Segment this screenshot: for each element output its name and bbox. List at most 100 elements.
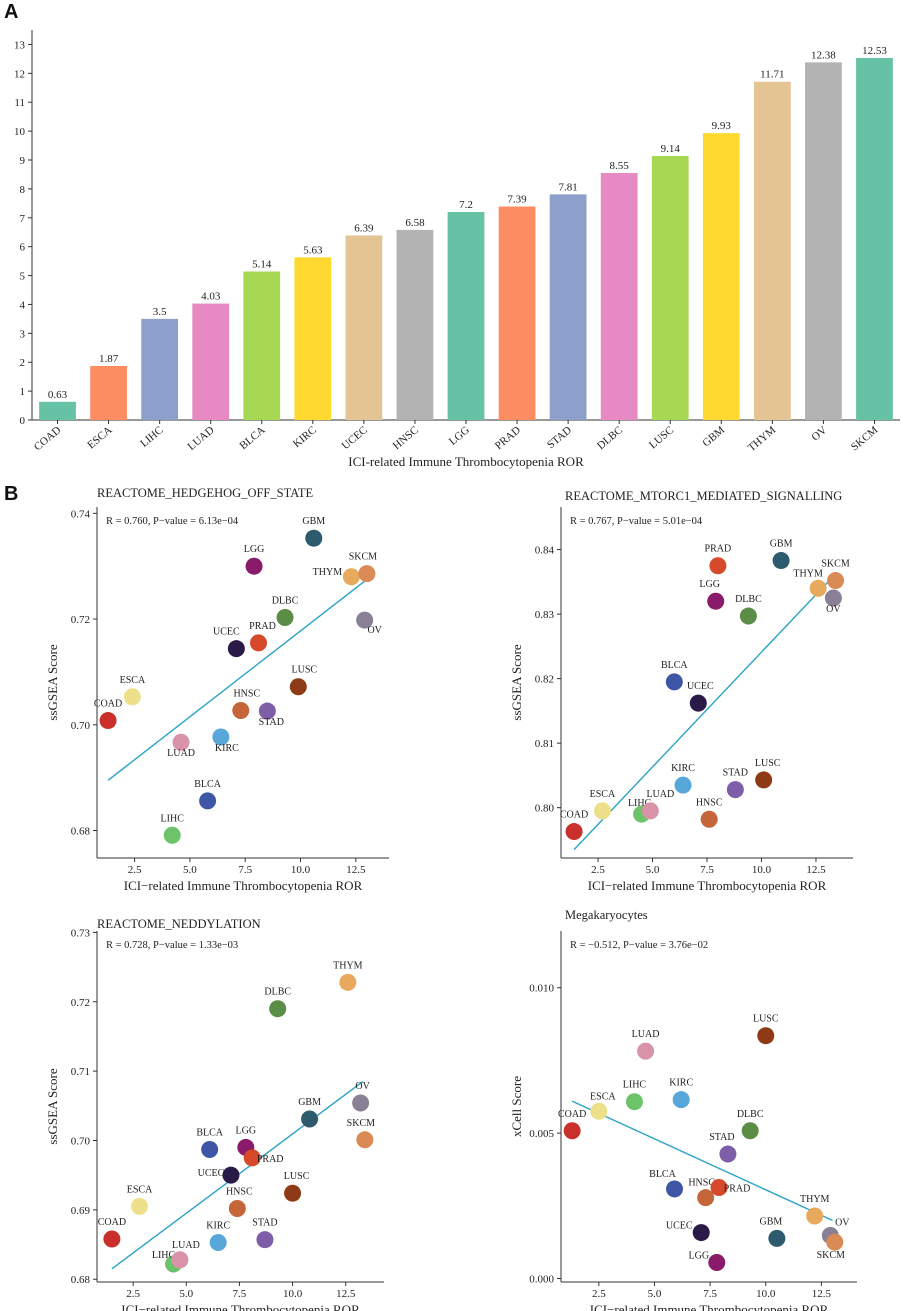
bar-y-tick-label: 2: [20, 357, 26, 369]
point-hnsc: [228, 1199, 246, 1217]
point-label-ov: OV: [835, 1217, 850, 1228]
point-thym: [806, 1207, 824, 1225]
scatter-y-axis-title: ssGSEA Score: [45, 1068, 60, 1144]
bar-y-tick-label: 6: [20, 242, 26, 254]
bar-x-tick-label: LGG: [447, 424, 472, 448]
scatter-fit-line: [571, 1100, 833, 1221]
bar-coad: [39, 401, 76, 420]
point-kirc: [209, 1233, 227, 1251]
bar-value-label: 12.53: [862, 45, 887, 57]
point-thym: [809, 579, 827, 597]
bar-x-tick-label: PRAD: [493, 424, 523, 452]
point-skcm: [826, 1233, 844, 1251]
point-label-esca: ESCA: [127, 1184, 153, 1195]
panel-label-a: A: [4, 1, 18, 23]
scatter-stat-label: R = 0.767, P−value = 5.01e−04: [570, 516, 703, 527]
point-label-gbm: GBM: [302, 516, 325, 527]
bar-y-tick-label: 11: [14, 97, 25, 109]
bar-x-tick-label: LUAD: [186, 424, 217, 453]
scatter-y-tick-label: 0.71: [71, 1066, 90, 1078]
scatter-y-tick-label: 0.68: [71, 1274, 91, 1286]
bar-prad: [498, 206, 536, 420]
bar-y-tick-label: 7: [20, 213, 26, 225]
point-label-prad: PRAD: [249, 621, 276, 632]
point-label-lgg: LGG: [236, 1125, 257, 1136]
scatter-y-tick-label: 0.000: [529, 1274, 554, 1286]
point-gbm: [305, 529, 323, 547]
point-kirc: [674, 776, 692, 794]
point-label-dlbc: DLBC: [264, 987, 291, 998]
point-kirc: [212, 728, 230, 746]
scatter-x-axis-title: ICI−related Immune Thrombocytopenia ROR: [590, 1302, 829, 1311]
bar-skcm: [856, 58, 893, 421]
point-skcm: [358, 565, 376, 583]
scatter-x-tick-label: 10.0: [752, 864, 772, 876]
point-label-prad: PRAD: [257, 1154, 284, 1165]
point-skcm: [356, 1131, 374, 1149]
bar-stad: [549, 194, 587, 420]
bar-blca: [243, 271, 281, 420]
scatter-fit-line: [573, 578, 832, 851]
scatter-y-tick-label: 0.72: [71, 997, 90, 1009]
point-label-blca: BLCA: [196, 1128, 223, 1139]
bar-value-label: 9.93: [712, 120, 732, 132]
point-label-coad: COAD: [560, 810, 588, 821]
point-prad: [249, 634, 267, 652]
bar-y-tick-label: 5: [20, 271, 26, 283]
point-luad: [172, 733, 190, 751]
point-label-skcm: SKCM: [821, 559, 849, 570]
bar-value-label: 5.63: [303, 244, 323, 256]
point-coad: [563, 1122, 581, 1140]
scatter-x-tick-label: 5.0: [648, 1288, 662, 1300]
bar-luad: [192, 303, 230, 420]
point-label-lgg: LGG: [244, 544, 265, 555]
scatter-x-tick-label: 7.5: [238, 864, 252, 876]
scatter-y-tick-label: 0.82: [535, 674, 554, 686]
point-luad: [641, 802, 659, 820]
scatter-y-tick-label: 0.73: [71, 927, 91, 939]
bar-x-axis-title: ICI-related Immune Thrombocytopenia ROR: [348, 454, 584, 469]
point-ucec: [689, 694, 707, 712]
point-label-ucec: UCEC: [198, 1168, 225, 1179]
scatter-y-tick-label: 0.80: [535, 803, 555, 815]
scatter-x-axis-title: ICI−related Immune Thrombocytopenia ROR: [121, 1302, 360, 1311]
bar-x-tick-label: THYM: [746, 424, 779, 454]
scatter-title: Megakaryocytes: [565, 908, 648, 922]
point-label-ov: OV: [826, 604, 841, 615]
point-blca: [199, 792, 217, 810]
scatter-x-tick-label: 12.5: [336, 1288, 356, 1300]
point-label-stad: STAD: [709, 1132, 734, 1143]
point-label-lihc: LIHC: [628, 798, 652, 809]
scatter-y-axis-title: ssGSEA Score: [509, 644, 524, 720]
scatter-x-tick-label: 10.0: [756, 1288, 776, 1300]
point-stad: [726, 781, 744, 799]
point-lihc: [163, 826, 181, 844]
bar-lgg: [447, 212, 485, 420]
scatter-x-tick-label: 5.0: [183, 864, 197, 876]
point-label-skcm: SKCM: [817, 1250, 845, 1261]
point-gbm: [768, 1229, 786, 1247]
point-lgg: [245, 557, 263, 575]
scatter-x-tick-label: 7.5: [703, 1288, 717, 1300]
point-esca: [123, 688, 141, 706]
bar-x-tick-label: DLBC: [595, 424, 625, 452]
bar-thym: [753, 81, 791, 420]
scatter-y-tick-label: 0.68: [71, 826, 91, 838]
point-label-blca: BLCA: [194, 779, 221, 790]
point-blca: [201, 1141, 219, 1159]
bar-x-tick-label: COAD: [32, 424, 64, 453]
scatter-x-tick-label: 12.5: [806, 864, 826, 876]
point-label-stad: STAD: [259, 717, 284, 728]
point-coad: [565, 823, 583, 841]
point-label-ucec: UCEC: [666, 1221, 693, 1232]
bar-y-tick-label: 3: [20, 328, 26, 340]
bar-value-label: 12.38: [811, 49, 836, 61]
point-label-kirc: KIRC: [206, 1220, 230, 1231]
point-label-stad: STAD: [723, 768, 748, 779]
bar-x-tick-label: LUSC: [647, 424, 676, 451]
bar-y-tick-label: 12: [14, 68, 25, 80]
point-lusc: [755, 771, 773, 789]
point-label-esca: ESCA: [590, 1091, 616, 1102]
bar-x-tick-label: OV: [809, 424, 829, 443]
point-coad: [103, 1230, 121, 1248]
